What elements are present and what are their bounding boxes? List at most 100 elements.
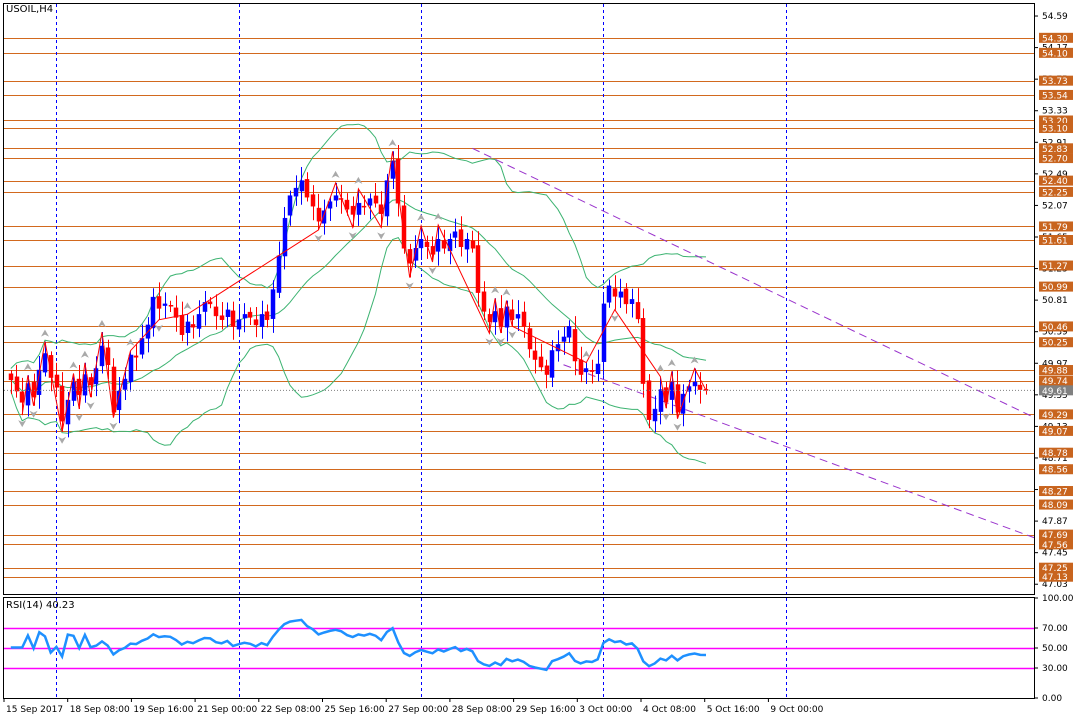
candle — [162, 292, 168, 319]
level-price-label: 47.56 — [1042, 541, 1068, 551]
x-tick-label: 4 Oct 08:00 — [643, 705, 696, 715]
level-price-tag — [1039, 89, 1073, 100]
candle — [190, 315, 196, 339]
fractal-down-marker — [154, 324, 163, 332]
y-tick-label: 50.81 — [1042, 296, 1068, 306]
fractal-markers — [18, 139, 699, 444]
level-price-tag — [1039, 499, 1073, 510]
candle — [697, 372, 703, 404]
fractal-up-marker — [434, 212, 443, 220]
candle-body — [697, 384, 703, 390]
candle — [589, 359, 595, 384]
price-axis: 54.5954.1753.7553.3352.9152.4952.0751.65… — [4, 12, 1074, 704]
candle — [572, 316, 578, 376]
fractal-down-marker — [314, 234, 323, 242]
candle — [692, 368, 698, 395]
candle-body — [310, 194, 316, 207]
fractal-up-marker — [23, 363, 32, 371]
candle — [515, 300, 521, 332]
candle — [527, 322, 533, 358]
rsi-y-tick-label: 70.00 — [1042, 624, 1068, 634]
candle-body — [99, 345, 105, 367]
candle — [14, 364, 20, 398]
candle-body — [441, 240, 447, 249]
candle — [282, 207, 288, 270]
fractal-up-marker — [656, 364, 665, 372]
level-price-label: 51.61 — [1042, 237, 1068, 247]
candle — [168, 300, 174, 312]
candle — [475, 231, 481, 307]
candle-body — [230, 310, 236, 327]
candle-body — [367, 198, 373, 206]
y-tick-label: 52.91 — [1042, 138, 1068, 148]
candle — [612, 275, 618, 310]
fractal-up-marker — [97, 320, 106, 328]
fractal-up-marker — [502, 288, 511, 296]
candle-body — [321, 210, 327, 224]
level-price-label: 47.69 — [1042, 531, 1068, 541]
candle — [566, 320, 572, 343]
level-price-tag — [1039, 529, 1073, 540]
candle-body — [270, 289, 276, 319]
candle — [287, 190, 293, 226]
candle — [544, 359, 550, 389]
candle-body — [116, 390, 122, 411]
candle-body — [675, 384, 681, 413]
candle — [606, 279, 612, 308]
candle-body — [196, 314, 202, 329]
zigzag-indicator — [21, 151, 707, 432]
candle-body — [219, 315, 225, 320]
fractal-up-marker — [80, 350, 89, 358]
bollinger-lower — [10, 236, 707, 464]
candle-body — [395, 159, 401, 204]
x-tick-label: 27 Sep 00:00 — [388, 705, 448, 715]
fractal-up-marker — [388, 139, 397, 147]
fractal-up-marker — [667, 359, 676, 367]
level-price-label: 53.73 — [1042, 77, 1068, 87]
candle-body — [293, 187, 299, 197]
candle-body — [646, 380, 652, 420]
candle-body — [253, 319, 259, 326]
main-plot-frame — [3, 3, 1035, 595]
level-price-label: 49.29 — [1042, 411, 1068, 421]
candle-body — [561, 336, 567, 342]
candle-body — [658, 389, 664, 412]
candle — [538, 343, 544, 372]
level-price-tag — [1039, 260, 1073, 271]
level-price-tag — [1039, 235, 1073, 245]
candle-body — [54, 374, 60, 388]
candle — [111, 358, 117, 418]
level-price-label: 48.27 — [1042, 488, 1068, 498]
candle-body — [464, 238, 470, 250]
level-price-tag — [1039, 409, 1073, 420]
candle-body — [606, 285, 612, 303]
candle-body — [361, 205, 367, 208]
channel-lower-line — [563, 364, 1035, 539]
candle — [230, 301, 236, 340]
fractal-up-marker — [417, 213, 426, 221]
candle-body — [156, 296, 162, 309]
candle — [299, 166, 305, 205]
candle-body — [276, 255, 282, 293]
level-price-tag — [1039, 115, 1073, 126]
candle-body — [304, 179, 310, 198]
x-tick-label: 25 Sep 16:00 — [325, 705, 385, 715]
y-tick-label: 52.07 — [1042, 201, 1068, 211]
candle-body — [168, 305, 174, 307]
fractal-down-marker — [109, 422, 118, 430]
level-price-label: 48.09 — [1042, 501, 1068, 511]
level-price-tag — [1039, 464, 1073, 475]
level-price-label: 49.88 — [1042, 367, 1068, 377]
y-tick-label: 54.59 — [1042, 12, 1068, 22]
candle-body — [179, 315, 185, 335]
level-price-tag — [1039, 321, 1073, 332]
candle-body — [452, 231, 458, 238]
level-price-label: 53.20 — [1042, 117, 1068, 127]
rsi-line — [10, 618, 707, 672]
level-price-tag — [1039, 365, 1073, 376]
candle — [395, 145, 401, 217]
level-price-tag — [1039, 143, 1073, 154]
level-price-label: 51.79 — [1042, 223, 1068, 233]
fractal-down-marker — [348, 232, 357, 240]
candle-body — [82, 374, 88, 396]
